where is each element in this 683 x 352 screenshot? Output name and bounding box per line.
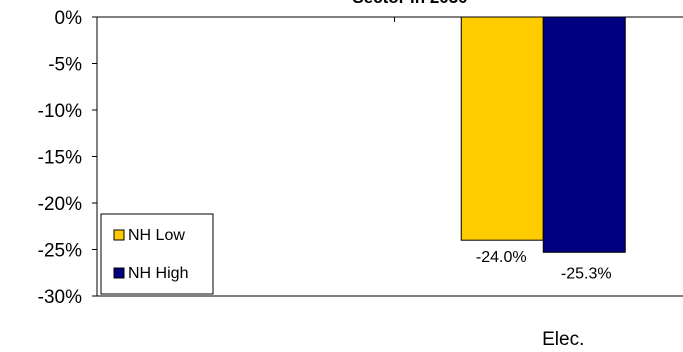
data-label: -25.3% xyxy=(561,265,612,282)
y-tick-label: -25% xyxy=(38,241,82,262)
y-tick-label: -30% xyxy=(38,287,82,308)
legend-swatch-nh-low xyxy=(113,229,125,241)
y-tick-label: 0% xyxy=(55,8,83,29)
x-tick-label: Elec. xyxy=(542,329,584,347)
y-tick-label: -5% xyxy=(48,55,82,76)
y-tick-label: -15% xyxy=(38,148,82,169)
legend xyxy=(100,213,214,295)
legend-label: NH High xyxy=(128,265,188,282)
y-tick-label: -10% xyxy=(38,101,82,122)
bar-nh-low xyxy=(460,16,544,241)
y-tick-label: -20% xyxy=(38,194,82,215)
bar-nh-high xyxy=(542,16,626,253)
chart-title: Sector in 2030 xyxy=(352,0,467,7)
legend-swatch-nh-high xyxy=(113,267,125,279)
legend-label: NH Low xyxy=(128,227,185,244)
data-label: -24.0% xyxy=(476,249,527,266)
